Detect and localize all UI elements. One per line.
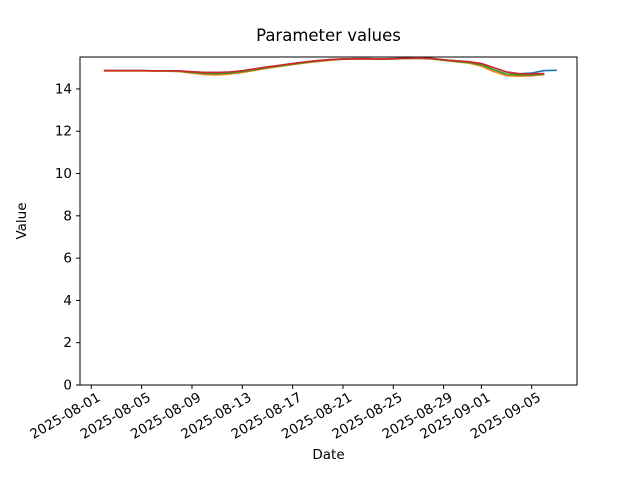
y-tick-label: 2 [63,335,72,351]
series-line-series-4 [103,57,545,75]
y-tick-label: 6 [63,251,72,267]
y-tick-label: 10 [55,166,72,182]
y-tick-label: 14 [55,81,72,97]
axes-spines [79,56,578,386]
y-tick-label: 8 [63,208,72,224]
chart-title: Parameter values [256,26,401,45]
x-axis-label: Date [312,447,345,463]
y-tick-label: 0 [63,378,72,394]
y-tick-label: 12 [55,124,72,140]
y-tick-label: 4 [63,293,72,309]
